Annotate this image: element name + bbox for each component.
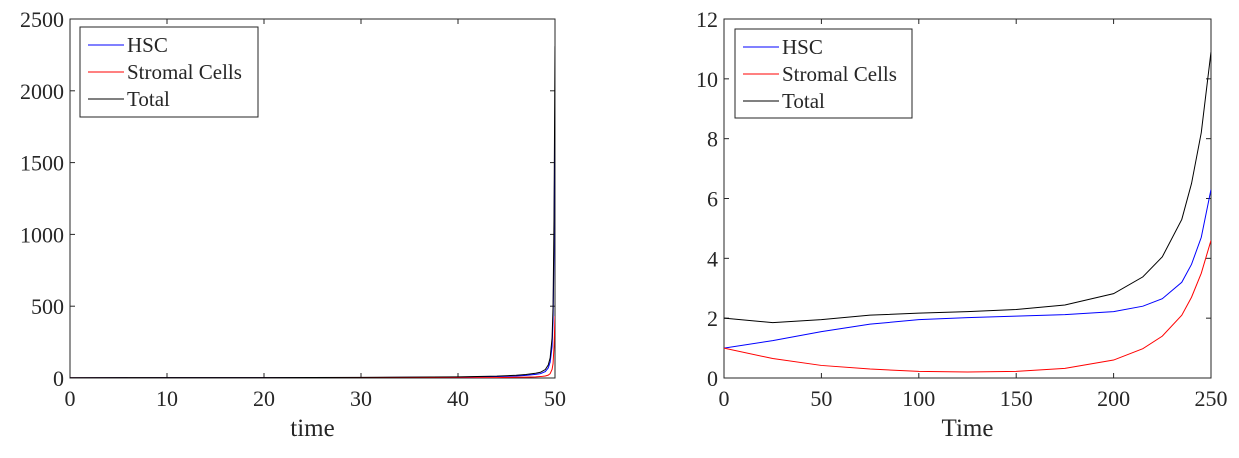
- x-tick-label: 20: [253, 386, 275, 411]
- y-tick-label: 1500: [20, 151, 64, 176]
- y-tick-label: 0: [53, 366, 64, 391]
- x-tick-label: 50: [810, 386, 832, 411]
- chart-panel-1: 0 10 20 30 40 5005001000150020002500timeHSCSt…: [20, 7, 566, 442]
- x-tick-label: 250: [1195, 386, 1228, 411]
- series-line-total: [724, 51, 1211, 324]
- y-tick-label: 500: [31, 294, 64, 319]
- chart-panel-2: 0 50 100 150 200 250 0 2 4 6 8 10 12 Time HSC Stromal C…: [696, 7, 1228, 442]
- legend: HSC Stromal Cells Total: [734, 28, 913, 119]
- x-tick-label: 100: [902, 386, 935, 411]
- x-tick-label: 30: [350, 386, 372, 411]
- x-tick-label: 10: [156, 386, 178, 411]
- series-line-total: [70, 46, 555, 378]
- legend-label-hsc: HSC: [782, 35, 823, 59]
- legend-label-hsc: HSC: [127, 33, 168, 57]
- y-tick-label: 1000: [20, 222, 64, 247]
- x-tick-label: 40: [447, 386, 469, 411]
- x-tick-label: 200: [1097, 386, 1130, 411]
- y-tick-label: 4: [707, 246, 718, 271]
- y-tick-label: 6: [707, 187, 718, 212]
- legend: HSC Stromal Cells Total: [79, 26, 259, 118]
- x-tick-label: 0: [719, 386, 730, 411]
- x-tick-label: 50: [544, 386, 566, 411]
- y-tick-label: 10: [696, 67, 718, 92]
- y-tick-label: 8: [707, 127, 718, 152]
- y-tick-label: 2500: [20, 7, 64, 32]
- y-tick-label: 12: [696, 7, 718, 32]
- y-tick-label: 0: [707, 366, 718, 391]
- y-tick-label: 2000: [20, 79, 64, 104]
- x-axis-label: Time: [942, 415, 994, 442]
- legend-label-total: Total: [127, 87, 170, 111]
- legend-label-stromal-cells: Stromal Cells: [127, 60, 242, 84]
- x-axis-label: time: [290, 415, 334, 442]
- series-line-stromal-cells: [724, 240, 1211, 373]
- y-tick-label: 2: [707, 306, 718, 331]
- series-line-hsc: [724, 189, 1211, 349]
- x-tick-label: 150: [1000, 386, 1033, 411]
- x-tick-label: 0: [65, 386, 76, 411]
- legend-label-stromal-cells: Stromal Cells: [782, 62, 897, 86]
- legend-label-total: Total: [782, 89, 825, 113]
